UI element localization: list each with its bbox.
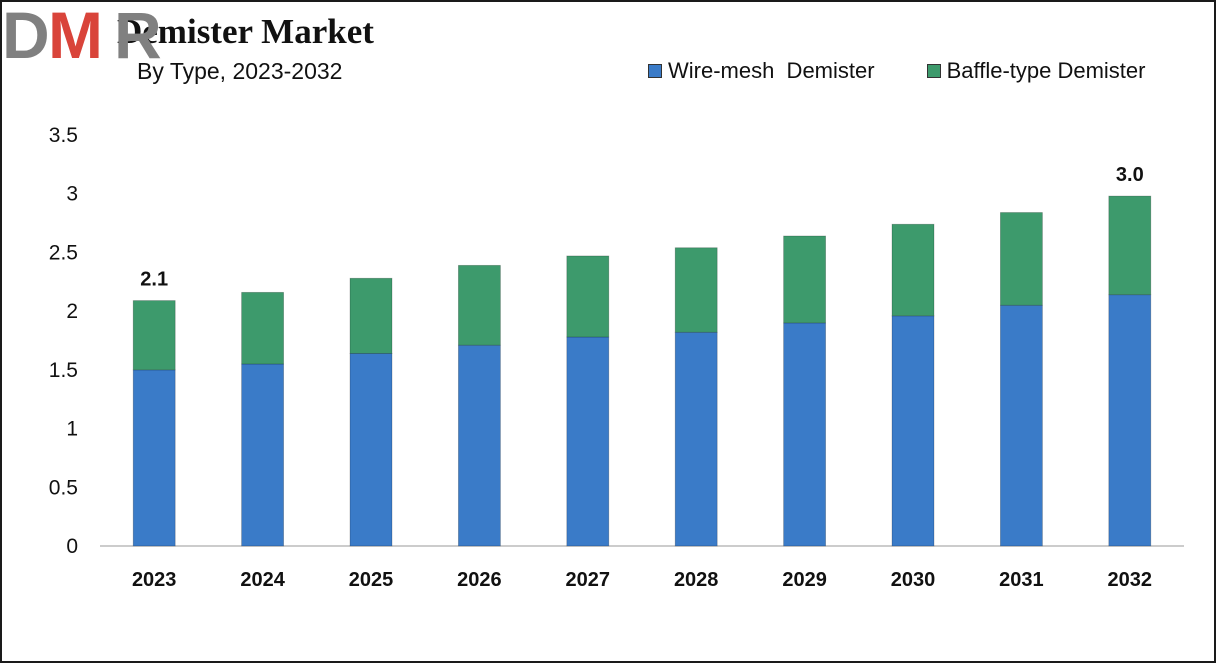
x-tick-label: 2026 <box>457 569 502 591</box>
bar-segment-baffle-type <box>891 223 935 317</box>
legend-swatch-wire-mesh <box>648 64 662 78</box>
bar-segment-wire-mesh <box>1000 304 1043 547</box>
bar-segment-baffle-type <box>566 255 610 338</box>
bar-segment-wire-mesh <box>891 315 935 547</box>
y-tick-label: 3.5 <box>49 124 78 147</box>
bar-segment-wire-mesh <box>241 363 285 547</box>
svg-text:D: D <box>2 2 50 64</box>
x-tick-label: 2023 <box>132 569 177 591</box>
x-tick-label: 2031 <box>999 569 1044 591</box>
y-tick-label: 2.5 <box>49 241 78 264</box>
bar-segment-baffle-type <box>1108 195 1152 296</box>
legend-swatch-baffle-type <box>926 64 941 78</box>
bar-segment-wire-mesh <box>349 353 393 547</box>
chart-title: Demister Market <box>117 12 374 51</box>
data-label: 3.0 <box>1116 164 1144 186</box>
y-tick-label: 3 <box>66 183 78 206</box>
bar-segment-baffle-type <box>674 247 718 333</box>
bar-segment-baffle-type <box>457 264 501 346</box>
legend: Wire-mesh Demister Baffle-type Demister <box>648 58 1145 84</box>
y-tick-label: 0.5 <box>49 476 78 499</box>
data-label: 2.1 <box>140 269 168 291</box>
bar-segment-baffle-type <box>132 300 176 371</box>
chart-subtitle: By Type, 2023-2032 <box>137 58 343 84</box>
bar-segment-wire-mesh <box>457 344 501 547</box>
bar-segment-baffle-type <box>349 277 393 354</box>
legend-item-wire-mesh: Wire-mesh Demister <box>648 58 875 84</box>
y-tick-label: 1.5 <box>49 359 78 382</box>
y-tick-label: 2 <box>66 300 78 323</box>
bar-segment-wire-mesh <box>783 322 826 547</box>
bar-segment-wire-mesh <box>1108 294 1152 547</box>
legend-item-baffle-type: Baffle-type Demister <box>926 58 1146 84</box>
svg-text:R: R <box>114 2 162 64</box>
y-tick-label: 1 <box>66 418 78 441</box>
x-tick-label: 2028 <box>674 569 719 591</box>
x-tick-label: 2032 <box>1108 569 1153 591</box>
bar-segment-wire-mesh <box>132 369 176 547</box>
bar-segment-baffle-type <box>1000 212 1043 306</box>
bar-segment-wire-mesh <box>674 331 718 547</box>
x-tick-label: 2024 <box>240 569 285 591</box>
y-tick-label: 0 <box>66 535 78 558</box>
legend-label-baffle-type: Baffle-type Demister <box>946 58 1146 83</box>
legend-label-wire-mesh: Wire-mesh Demister <box>668 58 875 83</box>
bar-segment-wire-mesh <box>566 336 610 547</box>
bar-segment-baffle-type <box>783 235 826 324</box>
x-tick-label: 2025 <box>349 569 394 591</box>
dmr-logo: D M R <box>2 2 162 64</box>
bar-segment-baffle-type <box>241 291 285 365</box>
x-tick-label: 2027 <box>566 569 611 591</box>
x-tick-label: 2029 <box>782 569 827 591</box>
x-tick-label: 2030 <box>891 569 936 591</box>
svg-text:M: M <box>48 2 103 64</box>
